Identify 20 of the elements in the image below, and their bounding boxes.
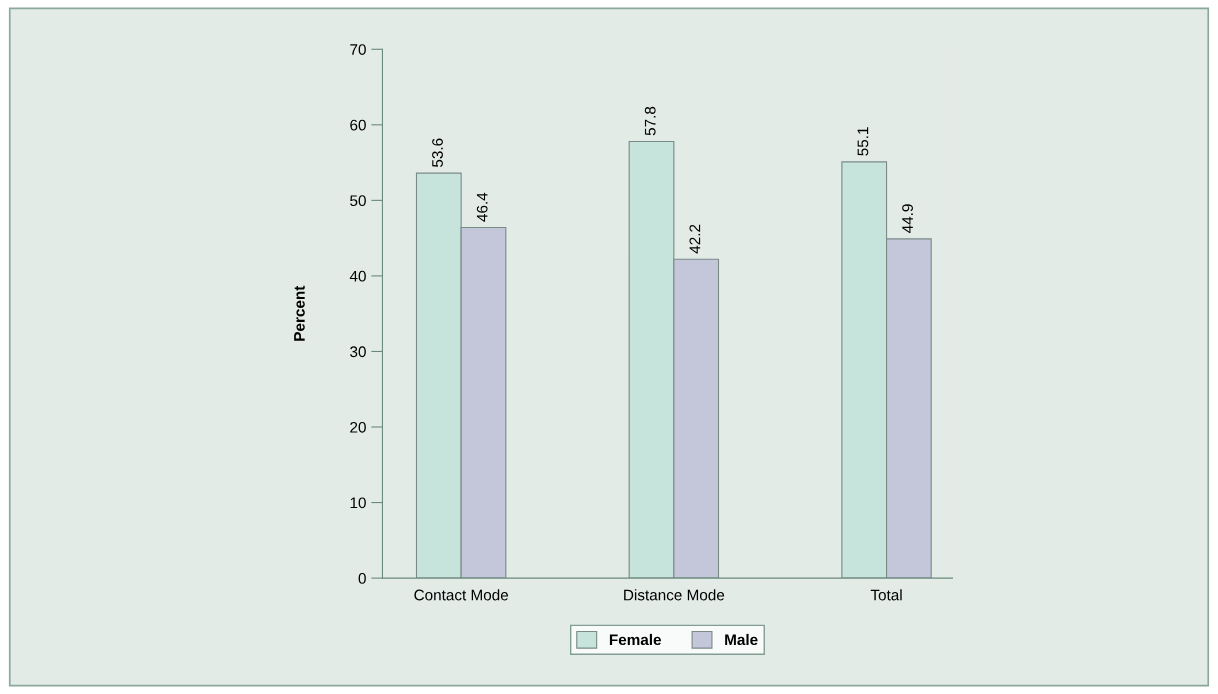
- y-tick-label: 30: [350, 346, 366, 358]
- data-label: 53.6: [432, 138, 443, 167]
- data-label: 46.4: [476, 192, 488, 222]
- x-tick-label: Total: [870, 589, 902, 601]
- y-tick-label: 0: [358, 572, 366, 584]
- y-tick-label: 70: [350, 44, 366, 55]
- x-tick-label: Distance Mode: [624, 589, 725, 601]
- data-label: 42.2: [689, 224, 701, 254]
- y-tick-label: 60: [350, 119, 366, 131]
- data-label: 55.1: [857, 127, 869, 156]
- y-axis-title: Percent: [294, 285, 305, 341]
- y-tick-label: 40: [349, 270, 366, 282]
- data-label: 44.9: [902, 204, 913, 233]
- y-tick-label: 10: [350, 497, 366, 509]
- legend-label: Female: [609, 633, 662, 646]
- x-tick-label: Contact Mode: [414, 589, 509, 601]
- data-label: 57.8: [644, 106, 656, 136]
- y-tick-label: 20: [350, 421, 366, 433]
- y-tick-label: 50: [350, 195, 366, 207]
- legend-label: Male: [725, 633, 758, 646]
